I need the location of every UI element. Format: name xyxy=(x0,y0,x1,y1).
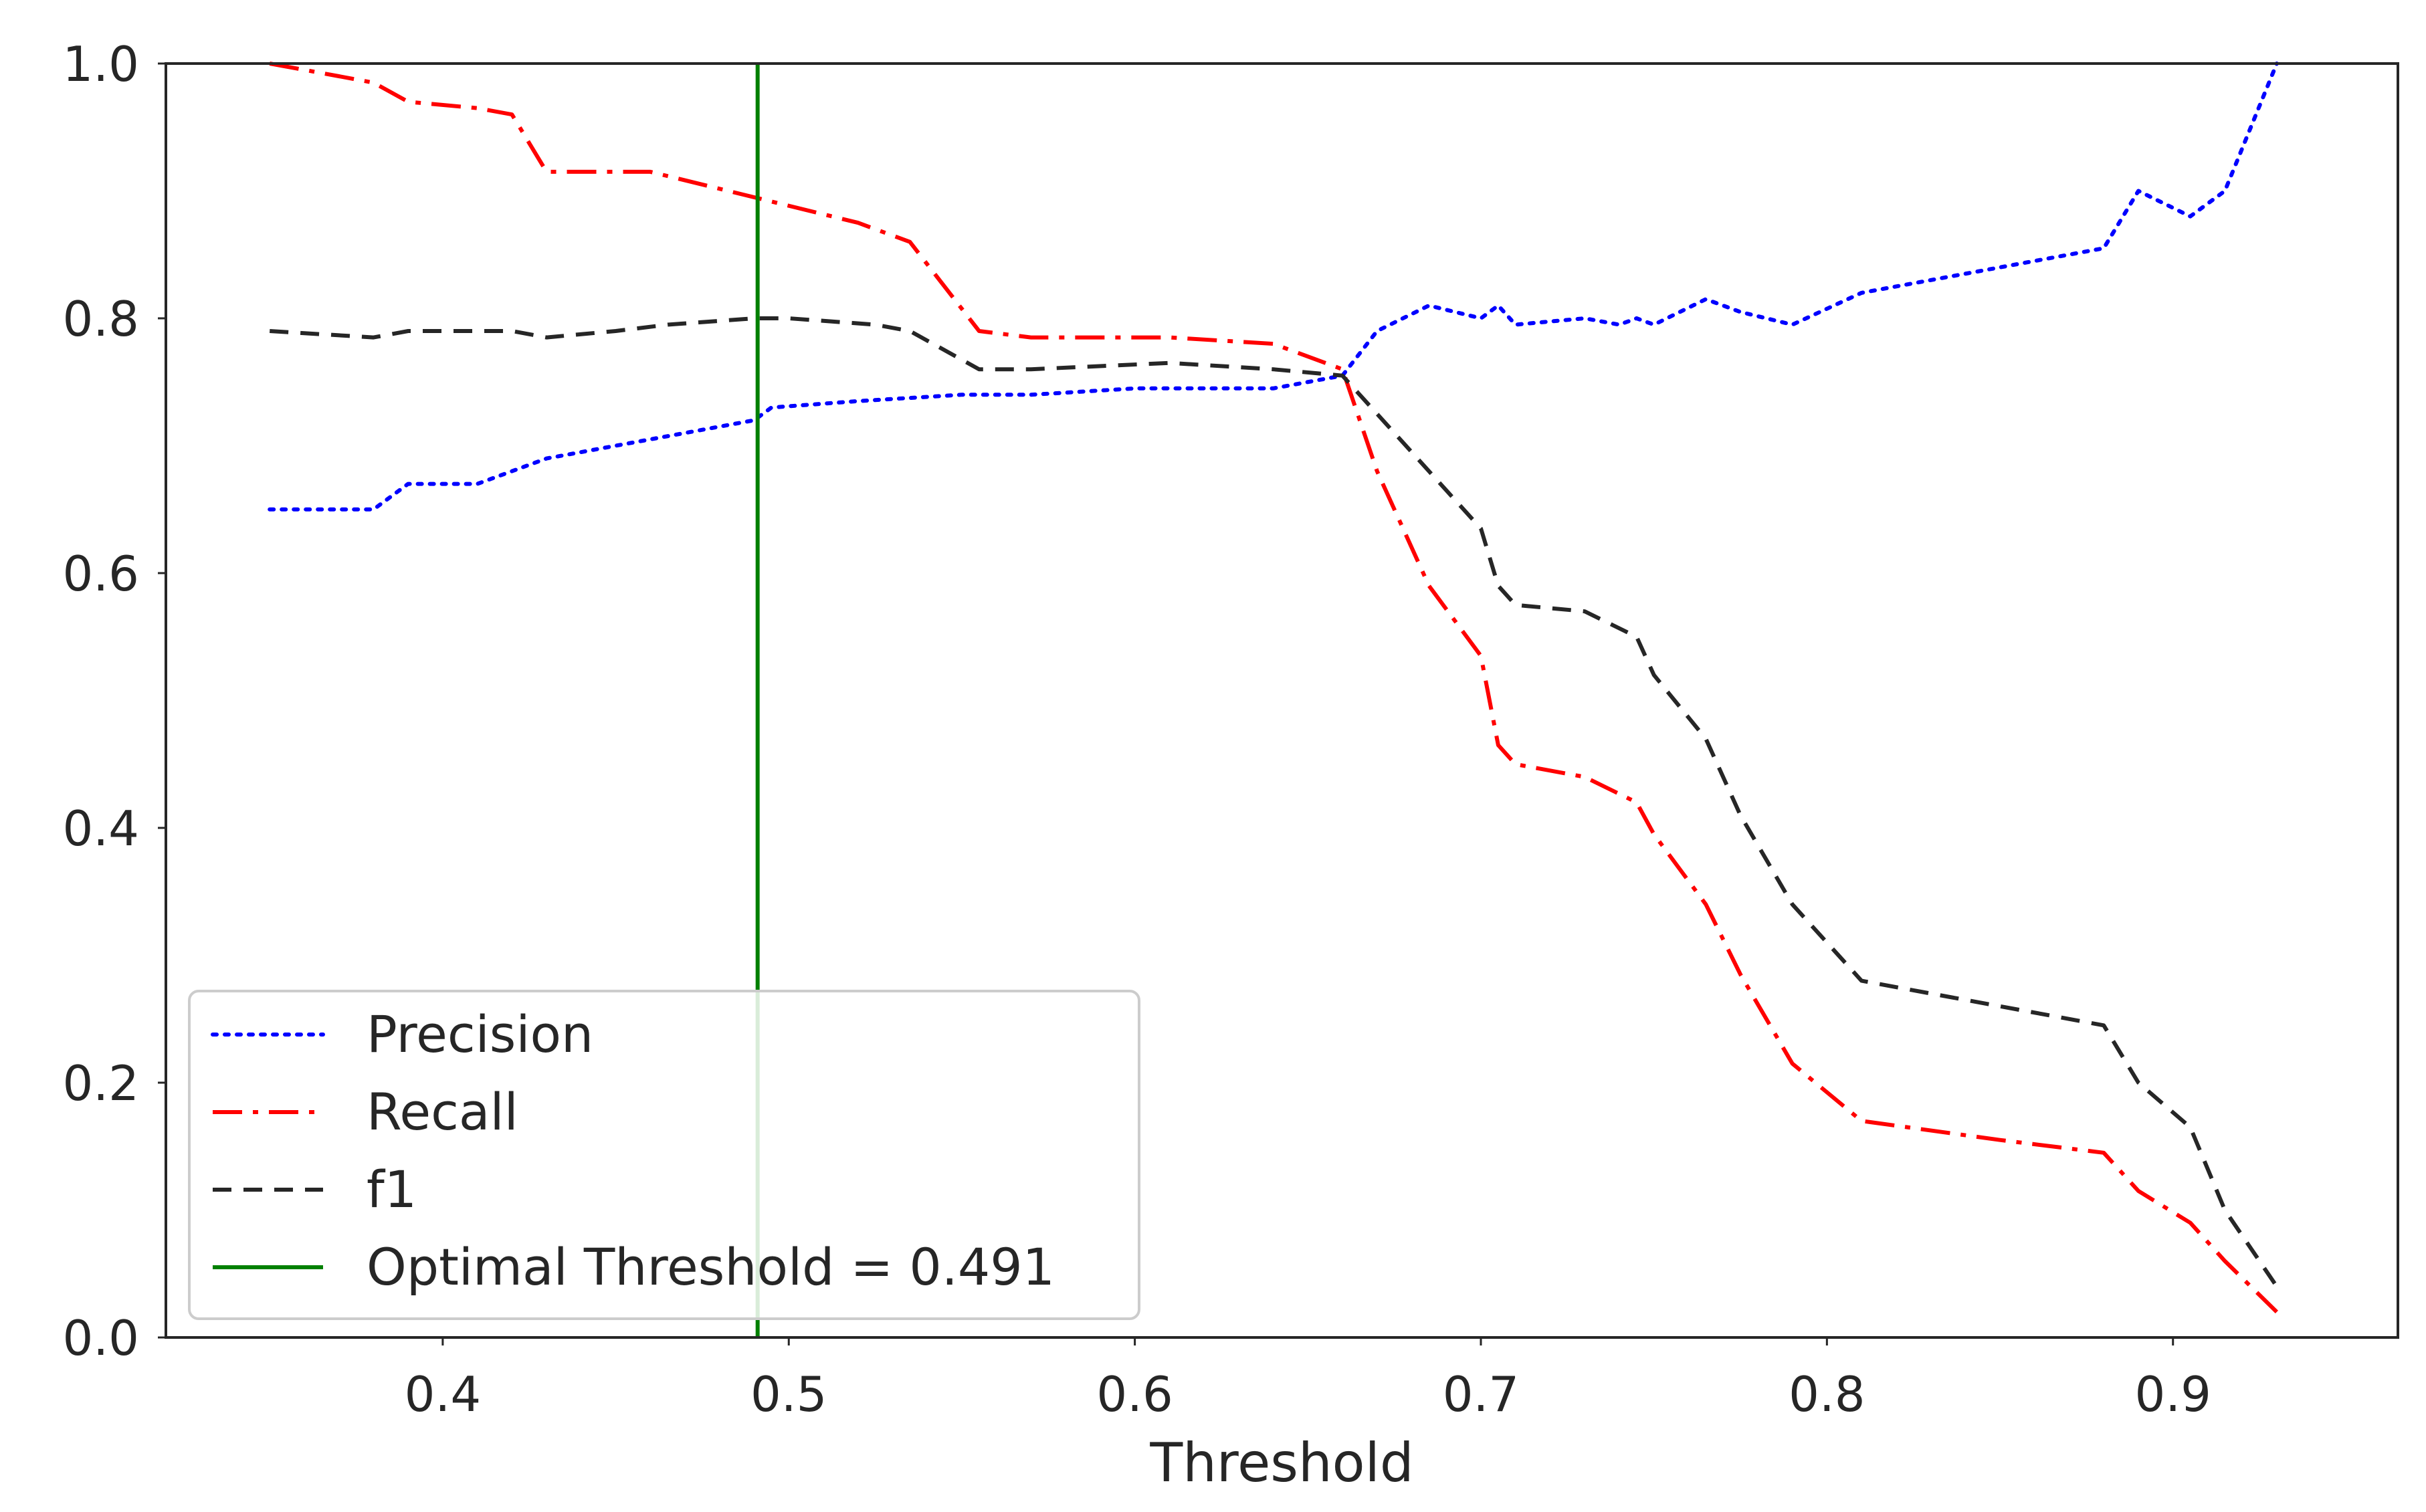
legend-box xyxy=(188,990,1140,1320)
y-tick-label: 0.6 xyxy=(62,546,139,602)
x-axis-ticks: 0.4 0.5 0.6 0.7 0.8 0.9 xyxy=(405,1337,2211,1422)
x-tick-label: 0.7 xyxy=(1443,1366,1520,1422)
plot-frame xyxy=(165,62,2399,1339)
series-layer xyxy=(268,62,2279,1314)
legend-label-0: Precision xyxy=(367,1004,593,1064)
x-tick-label: 0.9 xyxy=(2134,1366,2211,1422)
series-line-recall xyxy=(269,62,2279,1314)
x-tick-label: 0.5 xyxy=(750,1366,827,1422)
series-line-f1 xyxy=(270,316,2279,1288)
y-tick-label: 0.4 xyxy=(62,800,139,857)
y-tick-label: 0.8 xyxy=(62,291,139,347)
legend-label-1: Recall xyxy=(367,1082,518,1142)
y-tick-label: 1.0 xyxy=(62,36,139,92)
x-axis-label: Threshold xyxy=(1149,1432,1413,1494)
x-tick-label: 0.6 xyxy=(1096,1366,1173,1422)
x-tick-label: 0.4 xyxy=(405,1366,482,1422)
x-tick-label: 0.8 xyxy=(1789,1366,1865,1422)
series-line-precision xyxy=(268,62,2279,512)
legend-label-2: f1 xyxy=(367,1160,417,1219)
y-axis-ticks: 0.0 0.2 0.4 0.6 0.8 1.0 xyxy=(62,36,166,1366)
legend-label-3: Optimal Threshold = 0.491 xyxy=(367,1237,1055,1297)
y-tick-label: 0.0 xyxy=(62,1310,139,1366)
legend: Precision Recall f1 Optimal Threshold = 0.4… xyxy=(188,990,1140,1320)
y-tick-label: 0.2 xyxy=(62,1055,139,1111)
